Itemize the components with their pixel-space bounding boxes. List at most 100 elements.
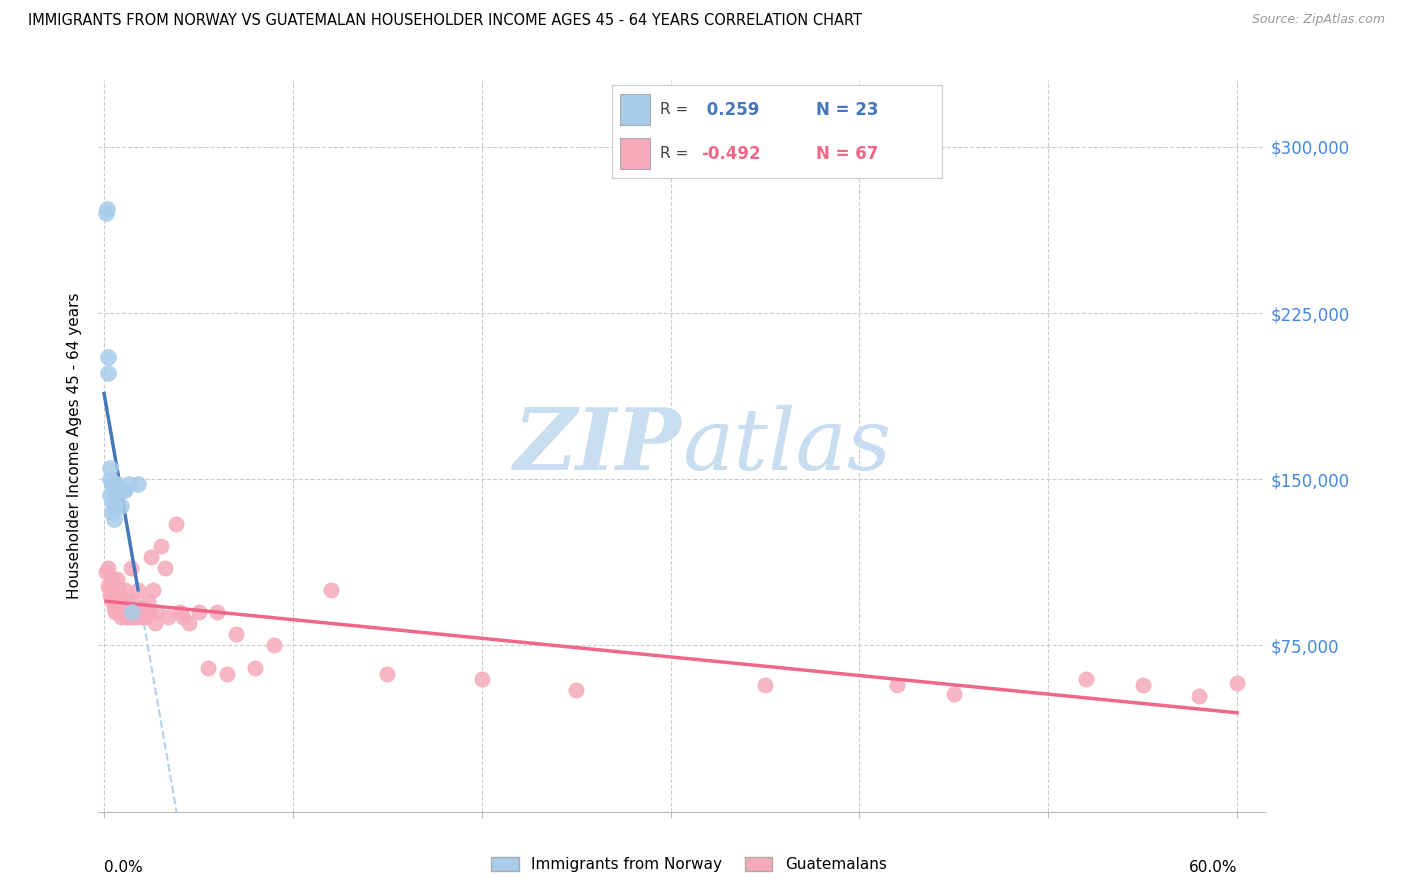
Point	[110, 609, 132, 624]
Point	[96, 202, 118, 216]
Text: R =: R =	[659, 146, 693, 161]
Point	[375, 667, 398, 681]
Point	[141, 549, 163, 564]
Point	[165, 516, 187, 531]
Point	[111, 594, 134, 608]
Point	[100, 594, 122, 608]
Point	[187, 605, 209, 619]
Point	[124, 605, 146, 619]
Point	[115, 594, 138, 608]
Point	[111, 483, 134, 498]
Point	[215, 667, 238, 681]
Text: IMMIGRANTS FROM NORWAY VS GUATEMALAN HOUSEHOLDER INCOME AGES 45 - 64 YEARS CORRE: IMMIGRANTS FROM NORWAY VS GUATEMALAN HOU…	[28, 13, 862, 29]
Text: 60.0%: 60.0%	[1188, 861, 1237, 875]
Text: N = 23: N = 23	[817, 101, 879, 119]
Point	[1074, 672, 1097, 686]
Point	[117, 605, 139, 619]
Point	[97, 351, 120, 365]
Point	[886, 678, 908, 692]
Point	[149, 539, 172, 553]
Point	[129, 605, 152, 619]
Y-axis label: Householder Income Ages 45 - 64 years: Householder Income Ages 45 - 64 years	[67, 293, 83, 599]
Text: Source: ZipAtlas.com: Source: ZipAtlas.com	[1251, 13, 1385, 27]
Point	[100, 476, 122, 491]
Point	[103, 594, 125, 608]
Point	[108, 605, 131, 619]
Point	[1226, 676, 1249, 690]
Point	[110, 499, 132, 513]
Point	[142, 583, 165, 598]
Text: ZIP: ZIP	[515, 404, 682, 488]
Point	[1188, 690, 1211, 704]
Point	[121, 594, 143, 608]
Bar	[620, 95, 650, 125]
Point	[108, 583, 131, 598]
Point	[138, 605, 160, 619]
Point	[97, 561, 120, 575]
Point	[131, 609, 153, 624]
Point	[103, 483, 125, 498]
Point	[104, 587, 127, 601]
Point	[103, 499, 125, 513]
Point	[177, 616, 200, 631]
Point	[97, 366, 120, 380]
Text: atlas: atlas	[682, 405, 891, 487]
Point	[105, 600, 128, 615]
Point	[103, 600, 125, 615]
Point	[100, 494, 122, 508]
Point	[108, 483, 131, 498]
Point	[98, 488, 121, 502]
Point	[169, 605, 191, 619]
Point	[110, 594, 132, 608]
Point	[127, 583, 149, 598]
Point	[146, 605, 169, 619]
Point	[114, 583, 136, 598]
Text: R =: R =	[659, 102, 693, 117]
Point	[115, 609, 138, 624]
Point	[121, 609, 143, 624]
Point	[132, 600, 155, 615]
Point	[94, 566, 117, 580]
Point	[117, 476, 139, 491]
Point	[135, 609, 157, 624]
Point	[98, 472, 121, 486]
Point	[1132, 678, 1154, 692]
Point	[225, 627, 247, 641]
Point	[100, 506, 122, 520]
Text: -0.492: -0.492	[700, 145, 761, 162]
Bar	[620, 138, 650, 169]
Point	[565, 682, 588, 697]
Point	[127, 476, 149, 491]
Point	[157, 609, 180, 624]
Point	[98, 587, 121, 601]
Point	[125, 609, 148, 624]
Point	[97, 579, 120, 593]
Point	[100, 572, 122, 586]
Point	[98, 461, 121, 475]
Point	[172, 609, 194, 624]
Point	[754, 678, 776, 692]
Point	[243, 660, 266, 674]
Point	[103, 512, 125, 526]
Point	[104, 605, 127, 619]
Point	[471, 672, 494, 686]
Point	[105, 572, 128, 586]
Point	[111, 605, 134, 619]
Text: N = 67: N = 67	[817, 145, 879, 162]
Point	[197, 660, 219, 674]
Point	[94, 206, 117, 220]
Point	[114, 483, 136, 498]
Point	[103, 583, 125, 598]
Point	[98, 583, 121, 598]
Legend: Immigrants from Norway, Guatemalans: Immigrants from Norway, Guatemalans	[484, 849, 894, 880]
Point	[319, 583, 342, 598]
Point	[143, 616, 166, 631]
Point	[942, 687, 965, 701]
Point	[136, 594, 159, 608]
Point	[120, 561, 142, 575]
Text: 0.0%: 0.0%	[104, 861, 143, 875]
Point	[104, 476, 127, 491]
Point	[153, 561, 176, 575]
Point	[114, 605, 136, 619]
Text: 0.259: 0.259	[700, 101, 759, 119]
